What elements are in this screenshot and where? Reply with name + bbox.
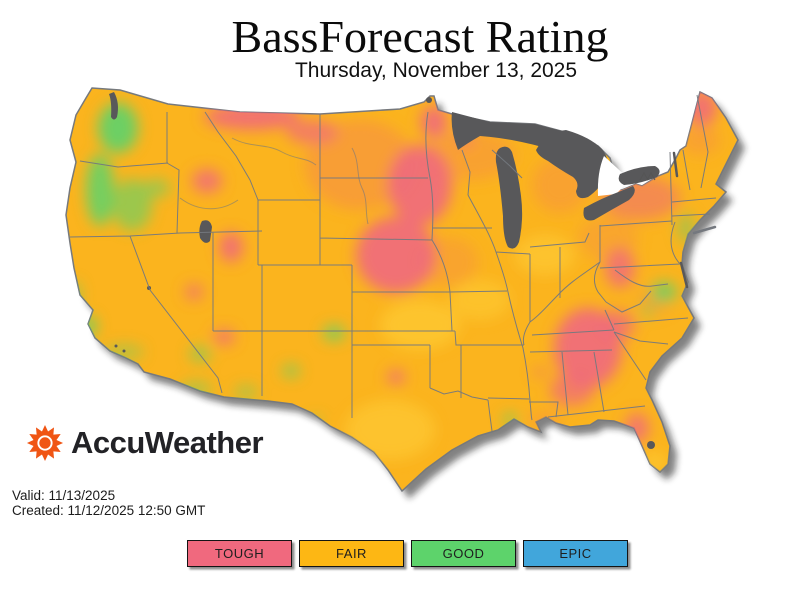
rating-color-field — [69, 90, 720, 472]
puget-sound — [109, 92, 118, 120]
channel-island — [122, 349, 126, 353]
valid-date: Valid: 11/13/2025 — [12, 488, 116, 503]
brand-logo: AccuWeather — [26, 424, 264, 462]
adirondack-marks — [639, 171, 656, 181]
chesapeake-bay — [679, 261, 689, 289]
ontario-canada-gap — [597, 156, 630, 196]
sun-disc — [33, 431, 57, 455]
brand-name: AccuWeather — [71, 425, 264, 460]
lake-okeechobee — [647, 441, 655, 449]
legend-item-tough: TOUGH — [187, 540, 292, 567]
legend: TOUGH FAIR GOOD EPIC — [187, 540, 628, 567]
page-subtitle: Thursday, November 13, 2025 — [294, 59, 578, 82]
state-borders — [69, 94, 717, 432]
lake-huron — [536, 130, 609, 199]
legend-item-epic: EPIC — [523, 540, 628, 567]
great-salt-lake — [199, 220, 212, 243]
lake-erie — [583, 186, 635, 221]
channel-island — [114, 344, 118, 348]
accuweather-sun-icon — [26, 424, 64, 462]
meta-block: Valid: 11/13/2025 Created: 11/12/2025 12… — [12, 488, 206, 518]
page-title: BassForecast Rating — [231, 11, 609, 62]
lake-ontario — [618, 166, 660, 185]
sun-ring — [37, 435, 53, 451]
legend-item-fair: FAIR — [299, 540, 404, 567]
lake-champlain — [672, 151, 679, 178]
lake-of-the-woods — [426, 97, 432, 103]
legend-item-good: GOOD — [411, 540, 516, 567]
river-squiggles — [179, 137, 369, 225]
long-island — [692, 225, 717, 235]
created-date: Created: 11/12/2025 12:50 GMT — [12, 502, 206, 518]
